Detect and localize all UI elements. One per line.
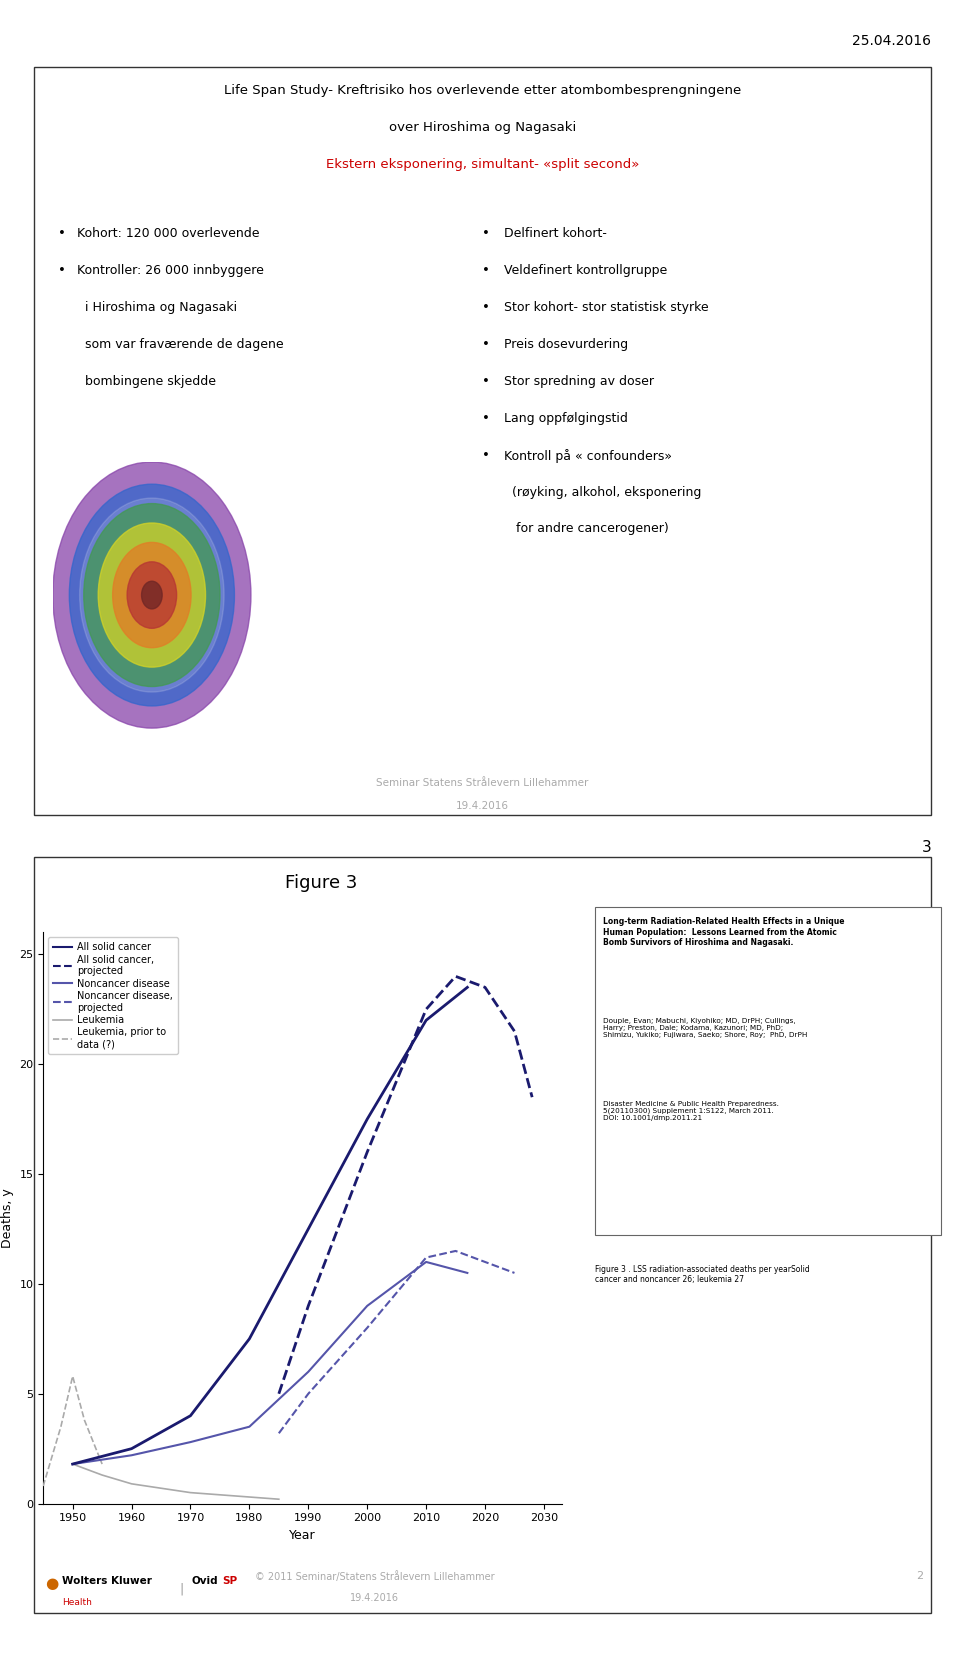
Text: 2: 2	[917, 1571, 924, 1581]
Text: SP: SP	[223, 1576, 238, 1586]
Text: over Hiroshima og Nagasaki: over Hiroshima og Nagasaki	[389, 121, 576, 134]
Text: |: |	[180, 1583, 183, 1596]
Text: •: •	[483, 338, 491, 351]
Text: Douple, Evan; Mabuchi, Kiyohiko; MD, DrPH; Cullings,
Harry; Preston, Dale; Kodam: Douple, Evan; Mabuchi, Kiyohiko; MD, DrP…	[603, 1018, 807, 1038]
Text: Lang oppfølgingstid: Lang oppfølgingstid	[504, 412, 628, 425]
Text: •: •	[483, 227, 491, 240]
Circle shape	[84, 504, 220, 687]
Legend: All solid cancer, All solid cancer,
projected, Noncancer disease, Noncancer dise: All solid cancer, All solid cancer, proj…	[48, 937, 178, 1053]
Text: •: •	[483, 375, 491, 388]
Circle shape	[69, 484, 234, 706]
Text: Ekstern eksponering, simultant- «split second»: Ekstern eksponering, simultant- «split s…	[325, 158, 639, 171]
Text: Figure 3 . LSS radiation-associated deaths per yearSolid
cancer and noncancer 26: Figure 3 . LSS radiation-associated deat…	[595, 1265, 810, 1285]
Text: 3: 3	[922, 840, 931, 855]
Circle shape	[53, 462, 251, 727]
Text: 25.04.2016: 25.04.2016	[852, 34, 931, 47]
Text: © 2011 Seminar/Statens Strålevern Lillehammer: © 2011 Seminar/Statens Strålevern Lilleh…	[254, 1571, 494, 1581]
Text: i Hiroshima og Nagasaki: i Hiroshima og Nagasaki	[77, 301, 237, 314]
Text: Veldefinert kontrollgruppe: Veldefinert kontrollgruppe	[504, 264, 667, 277]
Text: Wolters Kluwer: Wolters Kluwer	[62, 1576, 153, 1586]
Text: Stor kohort- stor statistisk styrke: Stor kohort- stor statistisk styrke	[504, 301, 708, 314]
Text: 19.4.2016: 19.4.2016	[350, 1593, 399, 1603]
Text: Preis dosevurdering: Preis dosevurdering	[504, 338, 628, 351]
Text: som var fraværende de dagene: som var fraværende de dagene	[77, 338, 283, 351]
Text: •: •	[483, 412, 491, 425]
Text: Long-term Radiation-Related Health Effects in a Unique
Human Population:  Lesson: Long-term Radiation-Related Health Effec…	[603, 917, 845, 948]
Text: Seminar Statens Strålevern Lillehammer: Seminar Statens Strålevern Lillehammer	[376, 778, 588, 788]
Text: Kontroll på « confounders»: Kontroll på « confounders»	[504, 449, 672, 462]
Text: (røyking, alkohol, eksponering: (røyking, alkohol, eksponering	[504, 486, 701, 499]
Text: for andre cancerogener): for andre cancerogener)	[504, 522, 668, 536]
X-axis label: Year: Year	[289, 1529, 316, 1542]
Text: •: •	[483, 449, 491, 462]
Text: •: •	[483, 264, 491, 277]
Text: Kohort: 120 000 overlevende: Kohort: 120 000 overlevende	[77, 227, 259, 240]
Text: •: •	[483, 301, 491, 314]
Text: Stor spredning av doser: Stor spredning av doser	[504, 375, 654, 388]
Circle shape	[112, 543, 191, 648]
Text: 19.4.2016: 19.4.2016	[456, 801, 509, 811]
Y-axis label: Deaths, y: Deaths, y	[1, 1188, 13, 1248]
Text: Ovid: Ovid	[191, 1576, 218, 1586]
Text: bombingene skjedde: bombingene skjedde	[77, 375, 216, 388]
Text: Disaster Medicine & Public Health Preparedness.
5(20110300) Supplement 1:S122, M: Disaster Medicine & Public Health Prepar…	[603, 1094, 779, 1121]
Circle shape	[141, 581, 162, 608]
Text: Life Span Study- Kreftrisiko hos overlevende etter atombombesprengningene: Life Span Study- Kreftrisiko hos overlev…	[224, 84, 741, 97]
Text: Kontroller: 26 000 innbyggere: Kontroller: 26 000 innbyggere	[77, 264, 264, 277]
Text: •: •	[58, 227, 65, 240]
Circle shape	[127, 561, 177, 628]
Text: •: •	[58, 264, 65, 277]
Text: ●: ●	[45, 1576, 59, 1591]
Text: Health: Health	[62, 1598, 92, 1606]
Text: Delfinert kohort-: Delfinert kohort-	[504, 227, 607, 240]
Text: Figure 3: Figure 3	[285, 874, 357, 892]
Circle shape	[98, 522, 205, 667]
Circle shape	[80, 497, 224, 692]
